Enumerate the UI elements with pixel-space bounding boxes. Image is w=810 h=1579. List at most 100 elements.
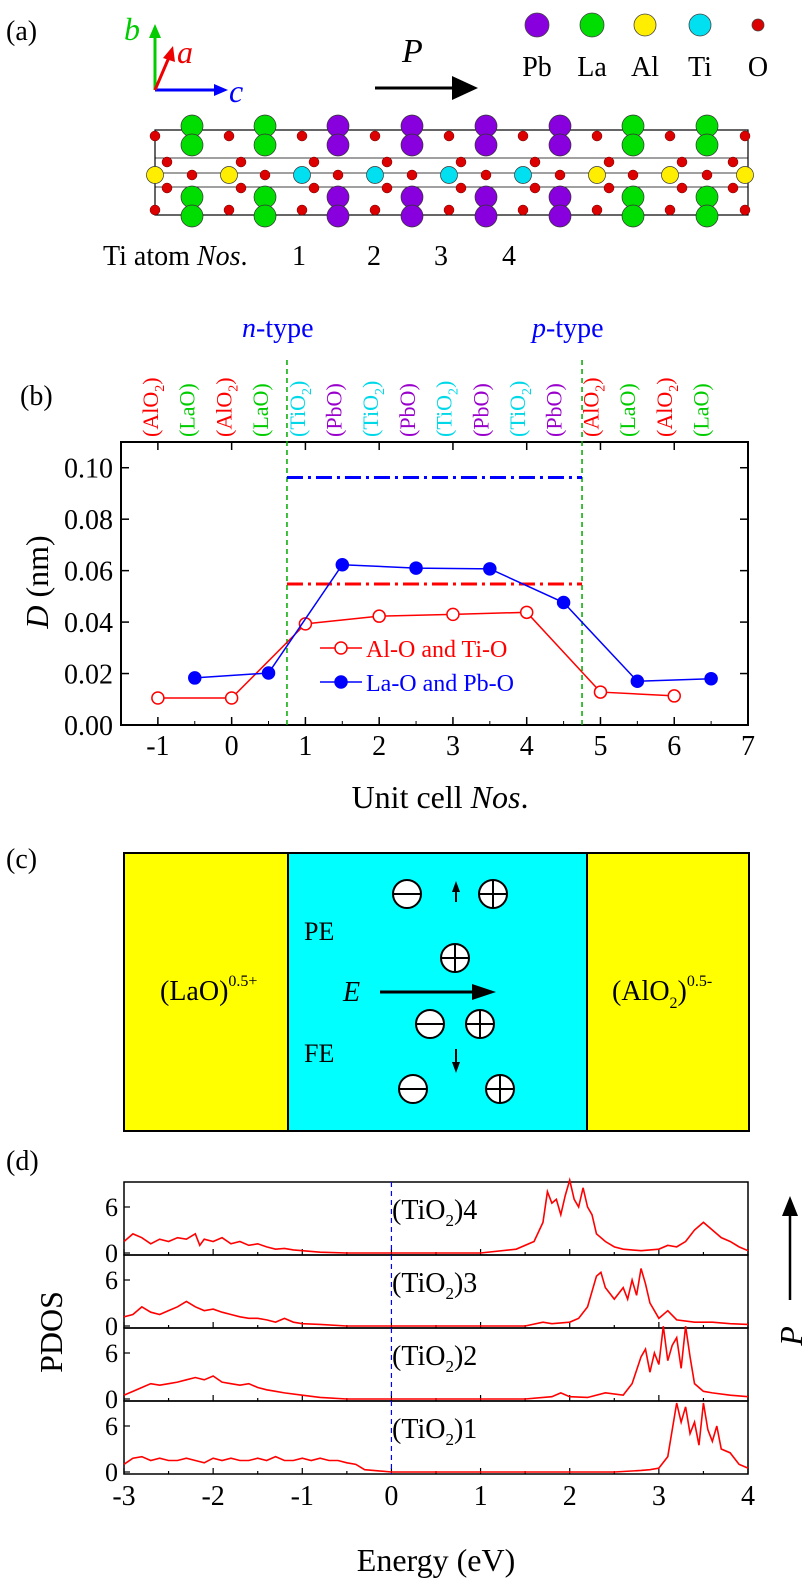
pdos-subpanel-label: (TiO2)4	[392, 1195, 477, 1230]
pb-atom	[400, 204, 424, 228]
o-atom	[308, 182, 320, 194]
o-atom	[406, 169, 418, 181]
x-tick-label: 1	[298, 731, 312, 762]
layer-labels: (AlO2)(LaO) (AlO2)(LaO) (TiO2) (PbO) (TiO2)(…	[138, 377, 714, 437]
right-layer-label: (AlO2)0.5-	[612, 973, 712, 1012]
o-atom	[664, 130, 676, 142]
pdos-x-tick-label: 0	[384, 1481, 398, 1512]
o-atom	[455, 156, 467, 168]
data-point	[224, 691, 239, 705]
panel-b-label: (b)	[20, 381, 53, 412]
o-atom	[149, 130, 161, 142]
panel-a: (a) b a c P Pb La Al Ti O Ti atom Nos. 1 2 3…	[6, 11, 768, 272]
pb-atom	[474, 133, 498, 157]
pdos-subpanel-label: (TiO2)3	[392, 1268, 477, 1303]
data-point	[335, 557, 350, 572]
a-axis-arrow	[153, 54, 172, 91]
ti-atom-label: Ti atom Nos.	[103, 241, 247, 272]
data-point	[519, 605, 534, 620]
layer-label: (AlO2)	[138, 377, 168, 437]
chart-b-frame	[120, 441, 749, 726]
legend-blue-label: La-O and Pb-O	[366, 671, 514, 697]
layer-label: (TiO2)	[505, 381, 535, 437]
ti-atom-no-4: 4	[502, 241, 516, 272]
x-tick-label: 4	[520, 731, 534, 762]
legend-red-label: Al-O and Ti-O	[366, 637, 507, 663]
layer-label: (TiO2)	[285, 381, 315, 437]
data-point	[630, 674, 645, 689]
o-atom	[381, 182, 393, 194]
a-axis-label: a	[177, 34, 193, 70]
o-atom	[701, 169, 713, 181]
o-atom	[591, 204, 603, 216]
chart-b-xlabel: Unit cell Nos.	[352, 779, 529, 815]
ti-atom	[440, 166, 458, 184]
la-atom	[180, 133, 204, 157]
o-atom	[369, 204, 381, 216]
alo2-region	[587, 854, 748, 1130]
p-type-label: p-type	[530, 313, 604, 344]
legend-ti-atom	[688, 13, 712, 37]
la-atom	[253, 204, 277, 228]
layer-label: (LaO)	[615, 383, 640, 437]
pdos-y-tick-label: 6	[105, 1339, 118, 1368]
o-atom	[235, 182, 247, 194]
la-atom	[621, 133, 645, 157]
layer-label: (PbO)	[395, 383, 420, 437]
o-atom	[186, 169, 198, 181]
pdos-subpanel-label: (TiO2)2	[392, 1341, 477, 1376]
o-atom	[161, 182, 173, 194]
pb-atom	[548, 133, 572, 157]
field-arrowhead	[472, 984, 496, 1000]
pdos-y-tick-label: 0	[105, 1458, 118, 1487]
layer-label: (TiO2)	[358, 381, 388, 437]
pe-label: PE	[304, 917, 334, 946]
pdos-x-tick-label: -2	[201, 1481, 224, 1512]
o-atom	[296, 130, 308, 142]
layer-label: (LaO)	[689, 383, 714, 437]
data-point	[409, 561, 423, 575]
o-atom	[381, 156, 393, 168]
data-point	[483, 562, 497, 576]
pdos-x-tick-label: 3	[652, 1481, 666, 1512]
pb-atom	[548, 204, 572, 228]
crystal-structure	[146, 114, 754, 228]
up-arrowhead	[452, 881, 460, 892]
polarization-arrowhead	[452, 76, 478, 100]
o-atom	[676, 182, 688, 194]
pdos-chart: 06 (TiO2)406 (TiO2)306 (TiO2)206 (TiO2)1-3 -2…	[105, 1177, 755, 1512]
atom-legend: Pb La Al Ti O	[522, 12, 768, 83]
ti-atom-no-2: 2	[367, 241, 381, 272]
o-atom	[664, 204, 676, 216]
o-atom	[149, 204, 161, 216]
pdos-curve	[123, 1177, 749, 1254]
o-atom	[554, 169, 566, 181]
ti-atom-no-1: 1	[292, 241, 306, 272]
series-line-1	[194, 563, 712, 683]
pdos-x-tick-label: -1	[291, 1481, 314, 1512]
x-tick-label: 7	[741, 731, 755, 762]
la-atom	[695, 133, 719, 157]
al-atom	[146, 166, 164, 184]
ti-atom	[366, 166, 384, 184]
pdos-x-tick-label: 1	[474, 1481, 488, 1512]
data-point	[261, 666, 276, 680]
o-atom	[739, 130, 751, 142]
panel-b: n-type p-type (b) (AlO2) (LaO) (AlO2) (LaO)…	[19, 313, 755, 815]
o-atom	[443, 204, 455, 216]
n-type-label: n-type	[242, 313, 314, 344]
pdos-polarization-label: P	[773, 1326, 809, 1347]
pdos-y-tick-label: 6	[105, 1266, 118, 1295]
legend-o-atom	[751, 18, 765, 32]
a-axis-arrowhead	[163, 46, 175, 62]
panel-c-frame	[123, 852, 750, 1132]
down-arrowhead	[452, 1062, 460, 1073]
pb-atom	[326, 133, 350, 157]
layer-label: (TiO2)	[432, 381, 462, 437]
la-atom	[253, 133, 277, 157]
pdos-curve	[123, 1326, 749, 1400]
b-axis-label: b	[124, 11, 140, 47]
ti-atom	[293, 166, 311, 184]
o-atom	[223, 204, 235, 216]
pdos-y-tick-label: 0	[105, 1385, 118, 1414]
